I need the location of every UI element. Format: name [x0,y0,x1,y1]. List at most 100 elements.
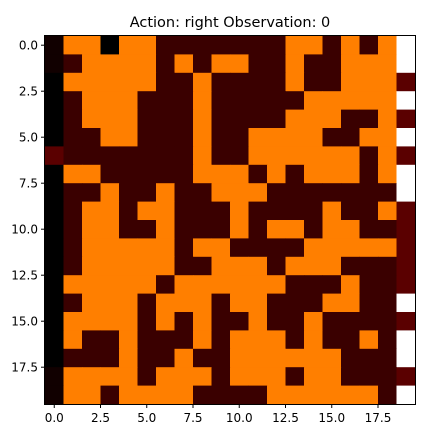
grid-cell [323,54,342,73]
grid-cell [82,386,101,405]
grid-cell [45,330,64,349]
grid-cell [304,36,323,55]
grid-cell [82,36,101,55]
grid-cell [378,202,397,221]
grid-cell [101,386,120,405]
grid-cell [304,110,323,129]
grid-cell [101,183,120,202]
grid-cell [341,202,360,221]
grid-cell [397,349,416,368]
grid-cell [119,367,138,386]
grid-cell [64,202,83,221]
grid-cell [138,36,157,55]
grid-cell [193,349,212,368]
grid-cell [360,294,379,313]
grid-cell [378,165,397,184]
grid-cell [212,294,231,313]
grid-cell [230,91,249,110]
grid-cell [212,257,231,276]
grid-cell [378,183,397,202]
grid-cell [156,275,175,294]
x-tick-label: 17.5 [365,411,392,425]
grid-cell [304,146,323,165]
grid-cell [378,275,397,294]
grid-cell [286,220,305,239]
grid-cell [101,128,120,147]
grid-cell [267,165,286,184]
grid-cell [45,220,64,239]
grid-cell [175,386,194,405]
grid-cell [323,275,342,294]
grid-cell [341,165,360,184]
observation-grid [45,36,415,404]
grid-cell [267,110,286,129]
grid-cell [156,294,175,313]
grid-cell [360,128,379,147]
grid-cell [64,128,83,147]
grid-cell [175,73,194,92]
grid-cell [230,386,249,405]
grid-cell [230,275,249,294]
grid-cell [156,220,175,239]
grid-cell [101,54,120,73]
grid-cell [156,110,175,129]
grid-cell [230,238,249,257]
grid-cell [212,386,231,405]
grid-cell [304,367,323,386]
grid-cell [64,91,83,110]
grid-cell [64,110,83,129]
grid-cell [267,367,286,386]
grid-cell [230,183,249,202]
grid-cell [286,330,305,349]
grid-cell [175,128,194,147]
grid-cell [82,146,101,165]
grid-cell [64,220,83,239]
grid-cell [175,36,194,55]
grid-cell [286,367,305,386]
grid-cell [304,349,323,368]
grid-cell [175,183,194,202]
grid-cell [286,128,305,147]
grid-cell [119,73,138,92]
grid-cell [212,238,231,257]
grid-cell [193,128,212,147]
grid-cell [138,110,157,129]
grid-cell [323,110,342,129]
grid-cell [360,73,379,92]
grid-cell [101,257,120,276]
grid-cell [156,73,175,92]
grid-cell [341,183,360,202]
grid-cell [101,238,120,257]
grid-cell [64,238,83,257]
grid-cell [101,312,120,331]
grid-cell [341,275,360,294]
grid-cell [82,257,101,276]
grid-cell [230,312,249,331]
grid-cell [45,110,64,129]
grid-cell [341,91,360,110]
grid-cell [119,275,138,294]
grid-cell [193,183,212,202]
grid-cell [212,54,231,73]
grid-cell [156,91,175,110]
grid-cell [249,275,268,294]
grid-cell [119,110,138,129]
y-tick-label: 15.0 [11,315,38,329]
grid-cell [304,202,323,221]
grid-cell [267,330,286,349]
grid-cell [119,294,138,313]
grid-cell [212,73,231,92]
grid-cell [323,367,342,386]
grid-cell [212,220,231,239]
grid-cell [193,91,212,110]
grid-cell [138,275,157,294]
grid-cell [378,238,397,257]
grid-cell [119,91,138,110]
grid-cell [341,238,360,257]
grid-cell [156,386,175,405]
grid-cell [193,220,212,239]
grid-cell [193,110,212,129]
grid-cell [193,165,212,184]
grid-cell [64,294,83,313]
y-tick-label: 5.0 [19,131,38,145]
